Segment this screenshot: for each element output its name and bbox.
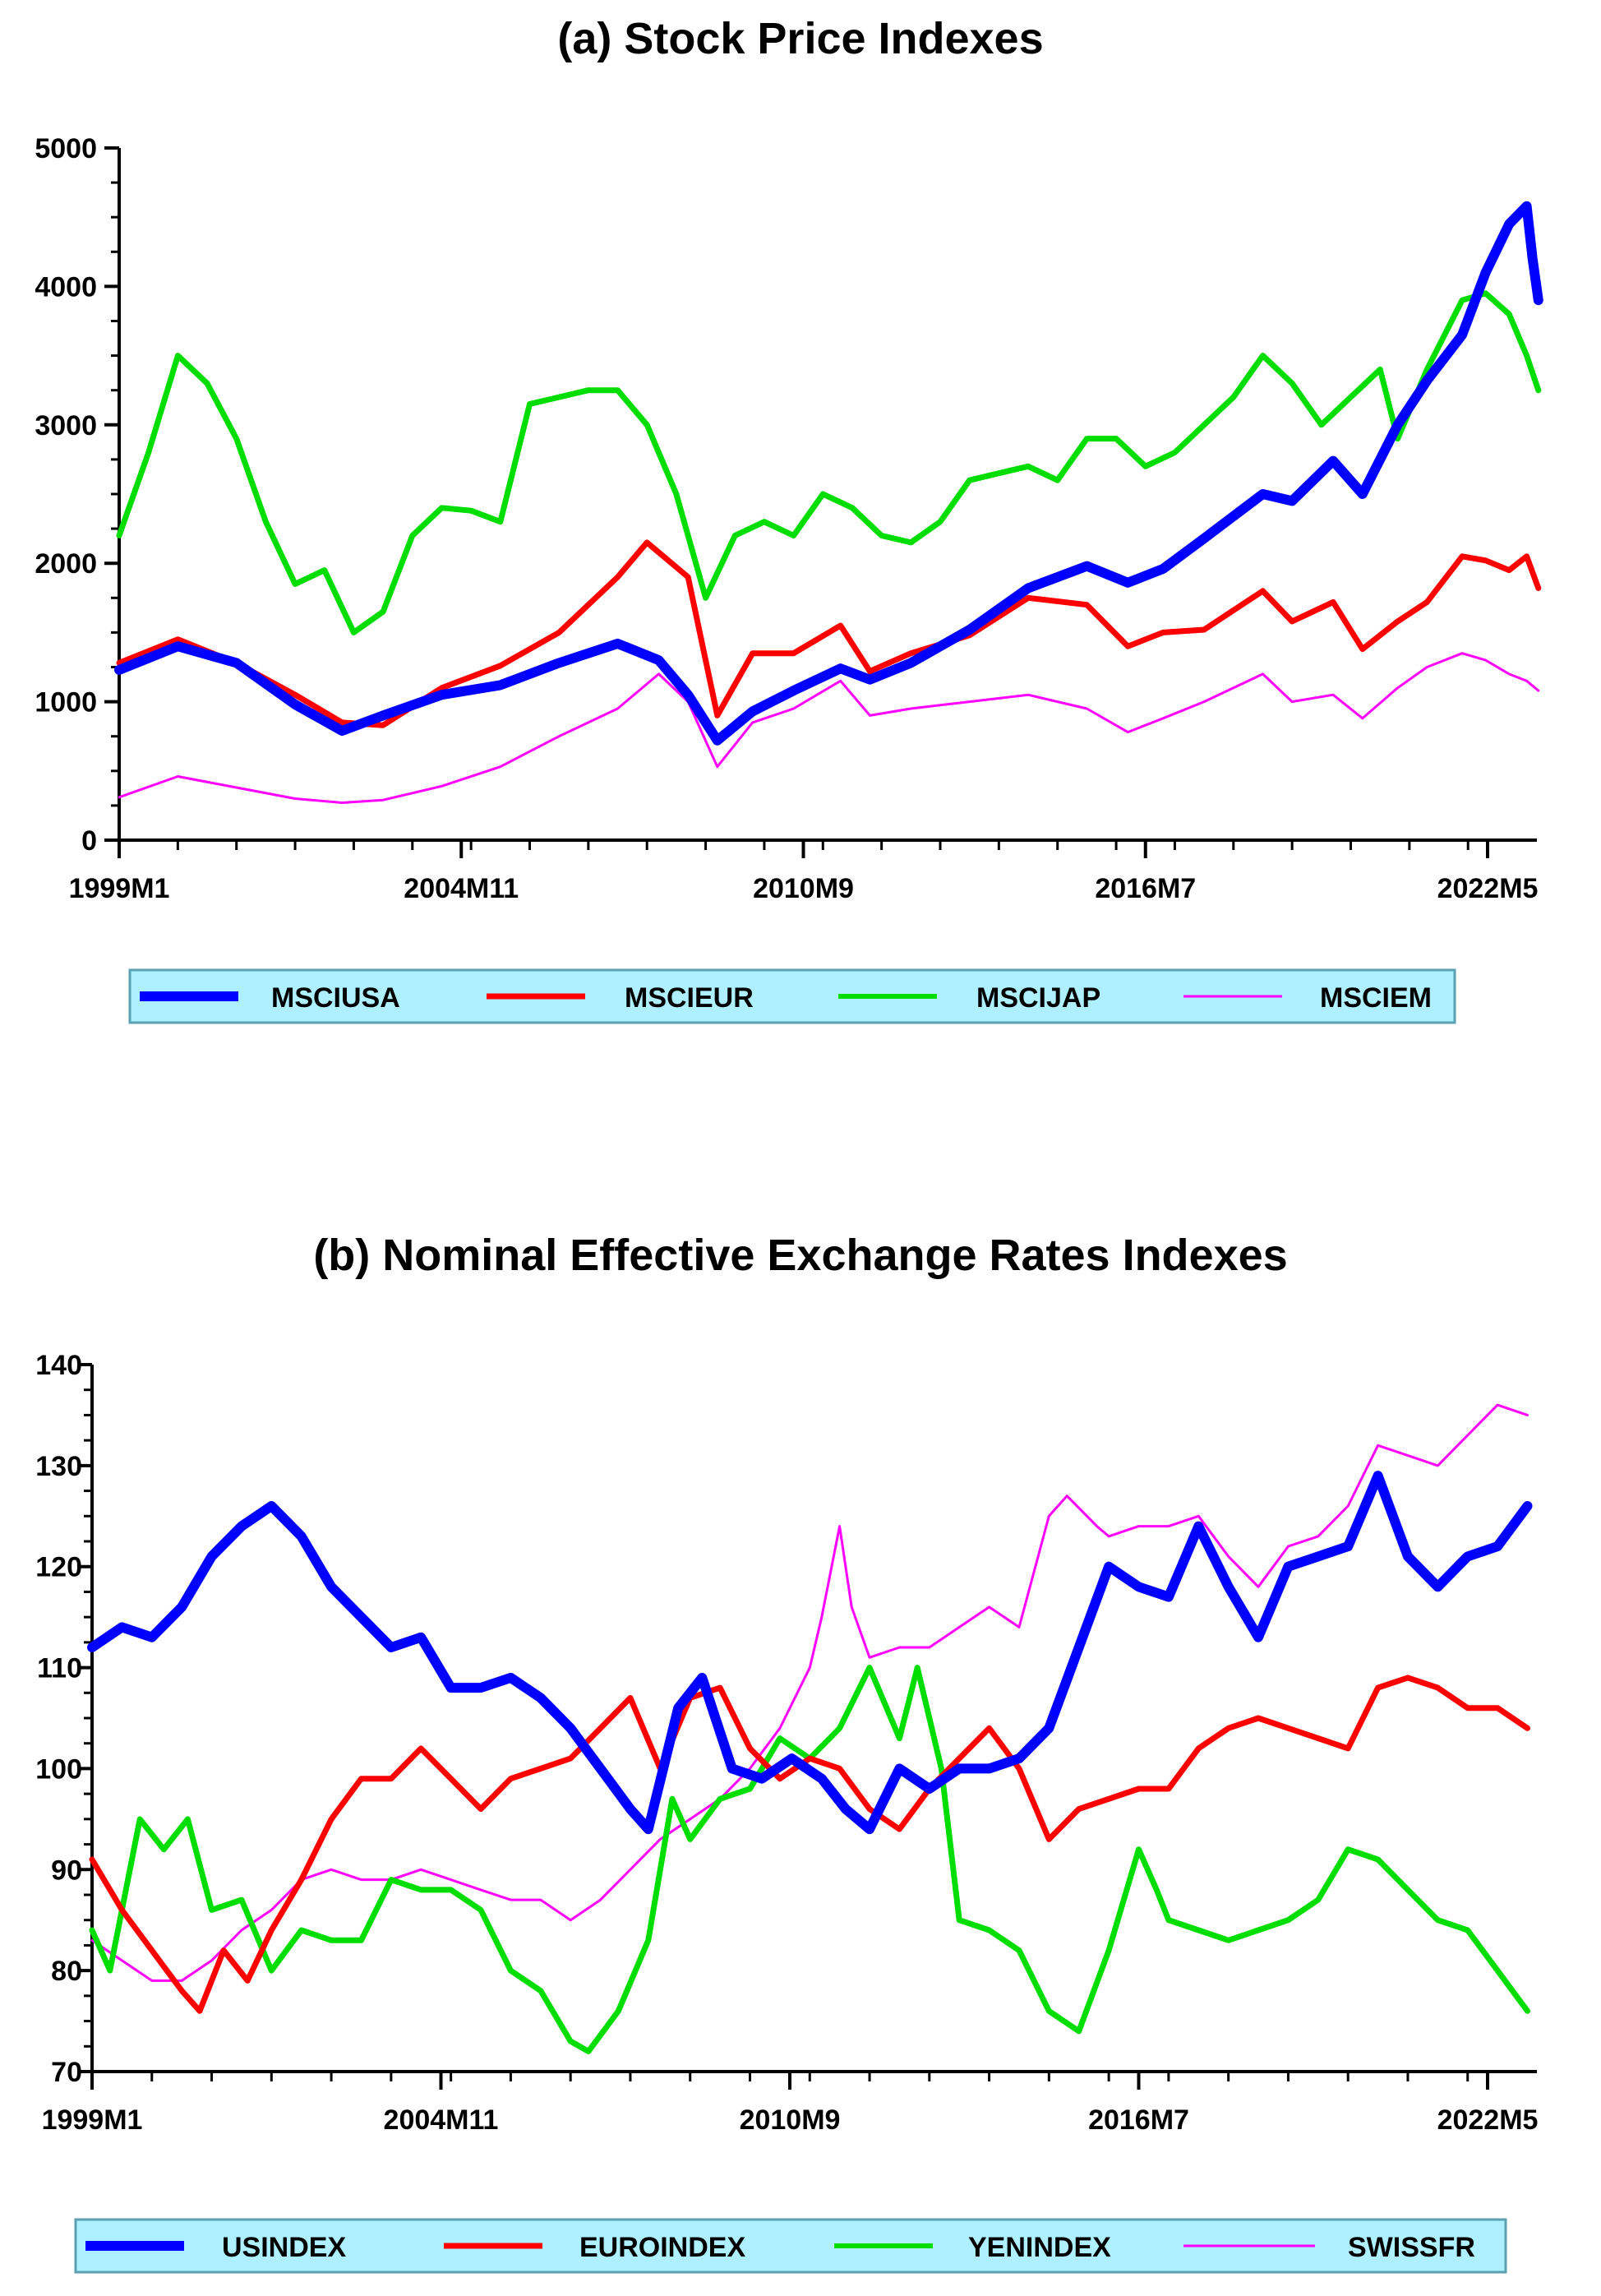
x-tick-label: 2010M9 [740, 2104, 841, 2136]
y-tick-label: 4000 [35, 271, 97, 303]
y-tick-label: 100 [35, 1753, 82, 1785]
legend-label-mscijap: MSCIJAP [976, 982, 1100, 1014]
legend-label-msciusa: MSCIUSA [271, 982, 400, 1014]
x-tick-label: 2016M7 [1095, 873, 1196, 904]
y-tick-label: 130 [35, 1451, 82, 1482]
y-tick-label: 2000 [35, 548, 97, 580]
y-tick-label: 3000 [35, 410, 97, 441]
legend-label-swissfr: SWISSFR [1348, 2232, 1475, 2263]
chart-a-legend: MSCIUSA MSCIEUR MSCIJAP MSCIEM [128, 968, 1456, 1024]
series-line-msciusa [114, 201, 1543, 746]
series-line-msciem [118, 652, 1540, 804]
chart-a-title: (a) Stock Price Indexes [557, 14, 1043, 63]
x-tick-label: 2004M11 [404, 873, 519, 904]
x-tick-label: 2010M9 [753, 873, 854, 904]
chart-a-plot-area: 0 1000 2000 3000 4000 5000 1999M1 2004M11 2010M9… [35, 133, 1543, 904]
x-tick-label: 1999M1 [42, 2104, 143, 2136]
series-line-mscijap [116, 290, 1542, 635]
x-tick-label: 2022M5 [1437, 2104, 1539, 2136]
series-line-yenindex [89, 1665, 1530, 2054]
x-tick-label: 1999M1 [69, 873, 170, 904]
x-tick-label: 2004M11 [384, 2104, 499, 2136]
legend-label-msciem: MSCIEM [1320, 982, 1432, 1014]
series-line-euroindex [89, 1675, 1530, 2014]
y-tick-label: 70 [51, 2057, 82, 2088]
y-tick-label: 120 [35, 1552, 82, 1583]
x-tick-label: 2022M5 [1437, 873, 1539, 904]
legend-label-mscieur: MSCIEUR [625, 982, 754, 1014]
chart-b-legend: USINDEX EUROINDEX YENINDEX SWISSFR [74, 2218, 1507, 2274]
chart-b-title: (b) Nominal Effective Exchange Rates Ind… [313, 1231, 1287, 1280]
legend-label-usindex: USINDEX [222, 2232, 346, 2263]
y-tick-label: 5000 [35, 133, 97, 164]
series-line-usindex [87, 1471, 1533, 1835]
exchange-rate-chart: (b) Nominal Effective Exchange Rates Ind… [35, 1231, 1538, 2274]
y-tick-label: 140 [35, 1350, 82, 1381]
y-tick-label: 90 [51, 1855, 82, 1886]
series-line-mscieur [116, 539, 1542, 728]
legend-label-euroindex: EUROINDEX [579, 2232, 745, 2263]
y-tick-label: 80 [51, 1956, 82, 1987]
x-tick-label: 2016M7 [1088, 2104, 1189, 2136]
y-tick-label: 110 [37, 1653, 82, 1684]
series-line-swissfr [90, 1403, 1529, 1982]
legend-label-yenindex: YENINDEX [968, 2232, 1111, 2263]
stock-price-chart: (a) Stock Price Indexes 0 1000 2000 3000 400… [35, 14, 1543, 1024]
chart-b-plot-area: 70 80 90 100 110 120 130 140 1999M1 2004M11 2010M9… [35, 1350, 1538, 2136]
y-tick-label: 0 [81, 825, 97, 857]
y-tick-label: 1000 [35, 687, 97, 718]
